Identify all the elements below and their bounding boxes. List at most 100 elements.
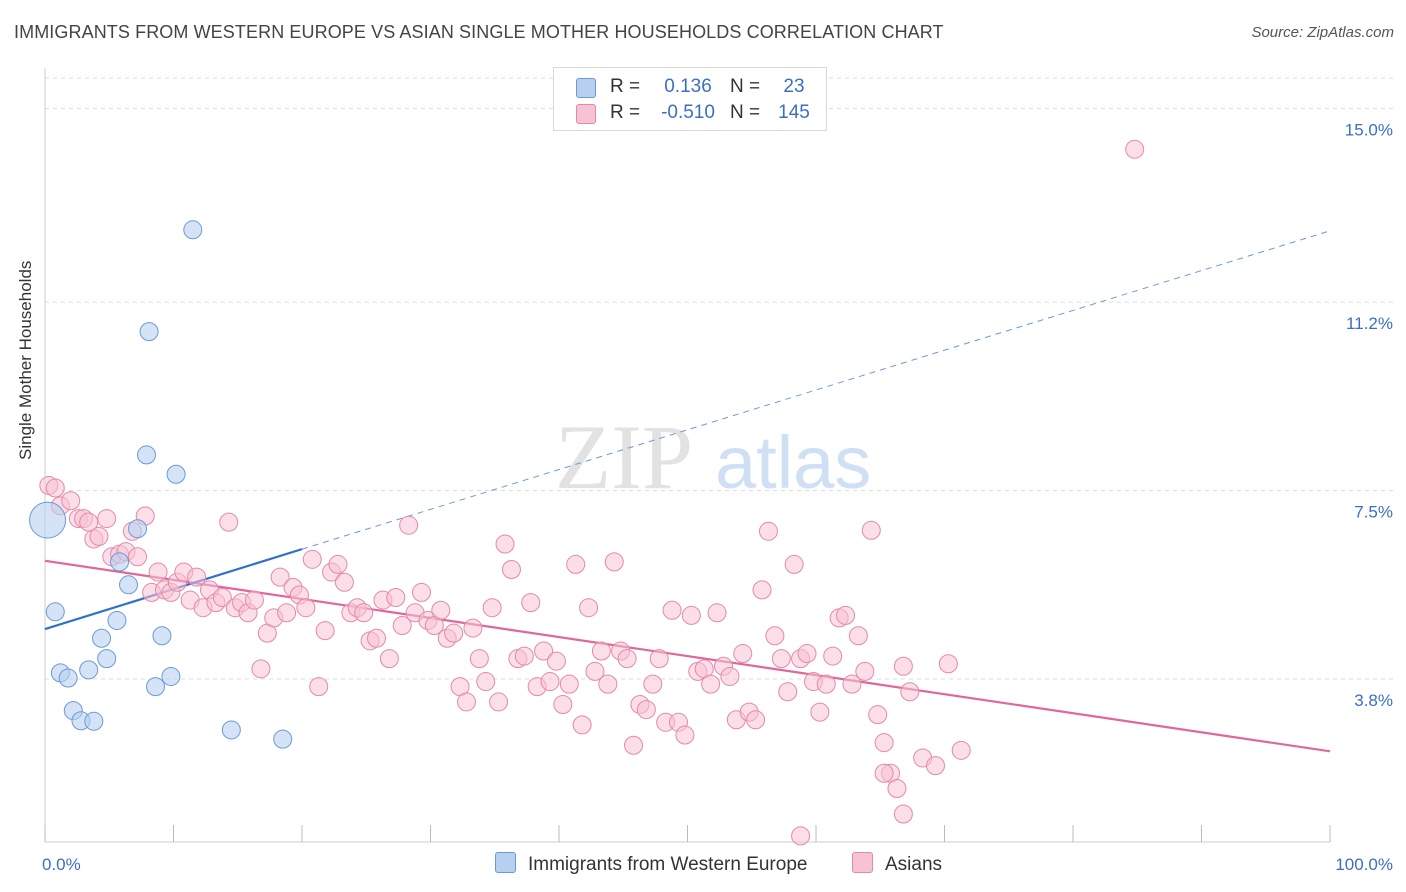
- point-western-europe: [128, 519, 148, 539]
- tick-labels: 3.8% 7.5% 11.2% 15.0% 0.0% 100.0%: [42, 121, 1393, 874]
- point-asians: [810, 702, 830, 722]
- point-asians: [534, 641, 554, 661]
- point-asians: [212, 588, 232, 608]
- point-asians: [412, 582, 432, 602]
- x-tick-label: 100.0%: [1335, 855, 1393, 874]
- x-tick-label: 0.0%: [42, 855, 81, 874]
- point-asians: [489, 692, 509, 712]
- point-asians: [746, 710, 766, 730]
- r-value: -0.510: [661, 102, 715, 123]
- watermark: ZIP atlas: [555, 406, 871, 508]
- point-asians: [89, 526, 109, 546]
- blue-swatch: [576, 78, 596, 98]
- point-asians: [270, 567, 290, 587]
- axes: [44, 68, 1331, 843]
- n-label: N =: [730, 102, 761, 123]
- point-asians: [893, 656, 913, 676]
- point-asians: [868, 705, 888, 725]
- point-western-europe: [97, 649, 117, 669]
- point-asians: [392, 616, 412, 636]
- point-asians: [926, 756, 946, 776]
- point-asians: [861, 520, 881, 540]
- point-asians: [456, 692, 476, 712]
- point-western-europe: [152, 626, 172, 646]
- data-points: [29, 139, 1145, 846]
- trend-line-western-europe-extended: [301, 230, 1331, 550]
- point-asians: [791, 826, 811, 846]
- watermark-zip: ZIP: [555, 406, 693, 508]
- legend-label: Immigrants from Western Europe: [528, 854, 808, 875]
- point-asians: [816, 674, 836, 694]
- point-asians: [244, 590, 264, 610]
- point-asians: [540, 672, 560, 692]
- point-western-europe: [45, 602, 65, 622]
- point-western-europe: [84, 711, 104, 731]
- point-western-europe: [79, 660, 99, 680]
- point-asians: [675, 725, 695, 745]
- point-asians: [302, 549, 322, 569]
- point-western-europe: [92, 628, 112, 648]
- y-axis-label: Single Mother Households: [16, 260, 35, 460]
- point-asians: [778, 682, 798, 702]
- point-asians: [45, 478, 65, 498]
- point-asians: [938, 654, 958, 674]
- point-asians: [951, 740, 971, 760]
- point-asians: [823, 646, 843, 666]
- point-western-europe: [146, 677, 166, 697]
- point-asians: [501, 560, 521, 580]
- point-asians: [251, 659, 271, 679]
- point-asians: [604, 552, 624, 572]
- legend-item-western-europe: Immigrants from Western Europe: [495, 852, 807, 876]
- pink-swatch: [852, 852, 873, 873]
- point-asians: [887, 779, 907, 799]
- point-western-europe: [183, 220, 203, 240]
- point-asians: [624, 735, 644, 755]
- point-asians: [649, 649, 669, 669]
- point-asians: [128, 547, 148, 567]
- point-asians: [559, 674, 579, 694]
- point-asians: [521, 593, 541, 613]
- point-western-europe: [119, 575, 139, 595]
- point-asians: [296, 598, 316, 618]
- y-tick-label: 7.5%: [1354, 503, 1393, 522]
- point-asians: [591, 641, 611, 661]
- point-asians: [219, 512, 239, 532]
- pink-swatch: [576, 104, 596, 124]
- point-asians: [61, 491, 81, 511]
- point-asians: [784, 554, 804, 574]
- point-asians: [148, 562, 168, 582]
- point-asians: [836, 605, 856, 625]
- point-asians: [354, 603, 374, 623]
- point-asians: [431, 600, 451, 620]
- chart-source: Source: ZipAtlas.com: [1251, 24, 1394, 41]
- y-tick-label: 3.8%: [1354, 691, 1393, 710]
- y-tick-label: 11.2%: [1346, 314, 1393, 333]
- point-asians: [277, 603, 297, 623]
- point-western-europe: [58, 668, 78, 688]
- point-asians: [598, 674, 618, 694]
- point-asians: [842, 674, 862, 694]
- point-asians: [874, 733, 894, 753]
- r-label: R =: [610, 76, 641, 97]
- point-asians: [707, 603, 727, 623]
- point-asians: [566, 554, 586, 574]
- n-label: N =: [730, 76, 761, 97]
- point-asians: [701, 674, 721, 694]
- point-asians: [848, 626, 868, 646]
- point-asians: [367, 628, 387, 648]
- point-western-europe: [29, 501, 67, 539]
- point-asians: [771, 649, 791, 669]
- point-western-europe: [166, 464, 186, 484]
- blue-swatch: [495, 852, 516, 873]
- gridlines: [45, 77, 1395, 680]
- point-asians: [309, 677, 329, 697]
- watermark-atlas: atlas: [715, 421, 871, 504]
- point-asians: [328, 554, 348, 574]
- point-asians: [315, 621, 335, 641]
- point-western-europe: [161, 666, 181, 686]
- point-asians: [720, 666, 740, 686]
- point-asians: [97, 509, 117, 529]
- point-asians: [585, 661, 605, 681]
- legend-item-asians: Asians: [852, 852, 942, 876]
